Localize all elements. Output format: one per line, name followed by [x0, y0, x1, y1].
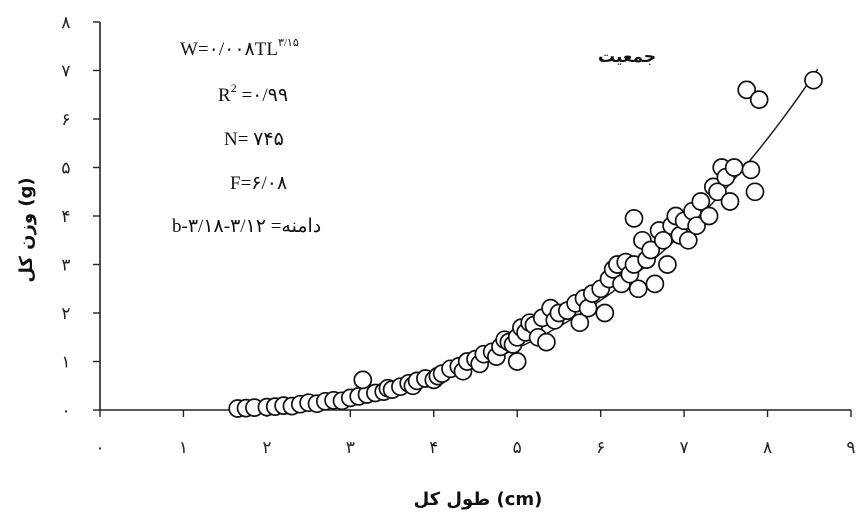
y-tick-label: ۳: [61, 256, 70, 276]
fit-curve: [241, 68, 819, 409]
b-range-text: b-دامنه= ۳/۱۲-۳/۱۸: [172, 216, 321, 237]
y-tick-label: ۲: [61, 304, 70, 324]
x-tick-label: ۲: [262, 438, 271, 458]
axes: [93, 21, 852, 417]
data-point: [687, 216, 706, 236]
data-point: [678, 230, 698, 250]
data-point: [507, 352, 527, 371]
data-point: [804, 70, 823, 90]
r-squared-superscript: 2: [231, 81, 237, 95]
data-point: [641, 240, 661, 260]
series-title: جمعیت: [598, 47, 656, 67]
data-point: [691, 192, 711, 211]
y-axis-title: وزن کل (g): [16, 177, 37, 282]
data-point: [708, 182, 727, 202]
r-squared-value: =۰/۹۹: [237, 85, 288, 106]
x-axis-title: طول کل (cm): [414, 489, 543, 510]
data-point: [595, 303, 615, 323]
equation-main: W=۰/۰۰۸TL: [180, 39, 278, 60]
x-tick-label: ۷: [680, 438, 689, 458]
data-point: [724, 158, 744, 177]
x-tick-label: ۵: [513, 438, 522, 458]
y-tick-label: ۴: [61, 207, 70, 227]
data-point: [658, 255, 677, 274]
equation-text: W=۰/۰۰۸TL۳/۱۵: [180, 37, 299, 60]
data-point: [749, 90, 769, 109]
data-point: [741, 160, 761, 180]
y-tick-label: ۸: [61, 13, 70, 33]
data-points: [228, 70, 823, 418]
data-point: [745, 182, 765, 202]
regression-stats: W=۰/۰۰۸TL۳/۱۵ R2 =۰/۹۹ N= ۷۴۵ F=۶/۰۸ b-د…: [172, 37, 321, 237]
data-point: [699, 206, 719, 226]
equation-exponent: ۳/۱۵: [278, 37, 299, 49]
f-statistic-text: F=۶/۰۸: [230, 173, 287, 194]
y-tick-label: ۰: [61, 401, 70, 421]
data-point: [720, 192, 740, 211]
data-point: [645, 274, 665, 294]
y-tick-label: ۵: [61, 159, 70, 179]
x-tick-label: ۹: [846, 438, 855, 458]
r-squared-label: R: [218, 85, 231, 106]
sample-size-text: N= ۷۴۵: [224, 129, 284, 150]
x-tick-label: ۱: [179, 438, 188, 458]
fit-line-layer: [241, 68, 819, 409]
data-point: [353, 370, 373, 390]
y-tick-label: ۱: [61, 353, 70, 373]
data-point: [570, 313, 590, 333]
y-tick-label: ۶: [61, 110, 70, 130]
data-point: [628, 279, 648, 299]
tick-labels: ۰ ۱ ۲ ۳ ۴ ۵ ۶ ۷ ۸ ۹ ۰ ۱ ۲ ۳ ۴ ۵ ۶ ۷ ۸: [61, 13, 855, 458]
x-tick-label: ۶: [596, 438, 605, 458]
x-tick-label: ۴: [429, 438, 438, 458]
data-point: [653, 230, 673, 250]
x-tick-label: ۳: [346, 438, 355, 458]
data-point: [537, 332, 556, 352]
x-tick-label: ۰: [95, 438, 104, 458]
y-tick-label: ۷: [61, 62, 70, 82]
data-point: [737, 80, 757, 100]
data-point: [624, 209, 644, 228]
x-tick-label: ۸: [763, 438, 772, 458]
r-squared-text: R2 =۰/۹۹: [218, 81, 288, 106]
